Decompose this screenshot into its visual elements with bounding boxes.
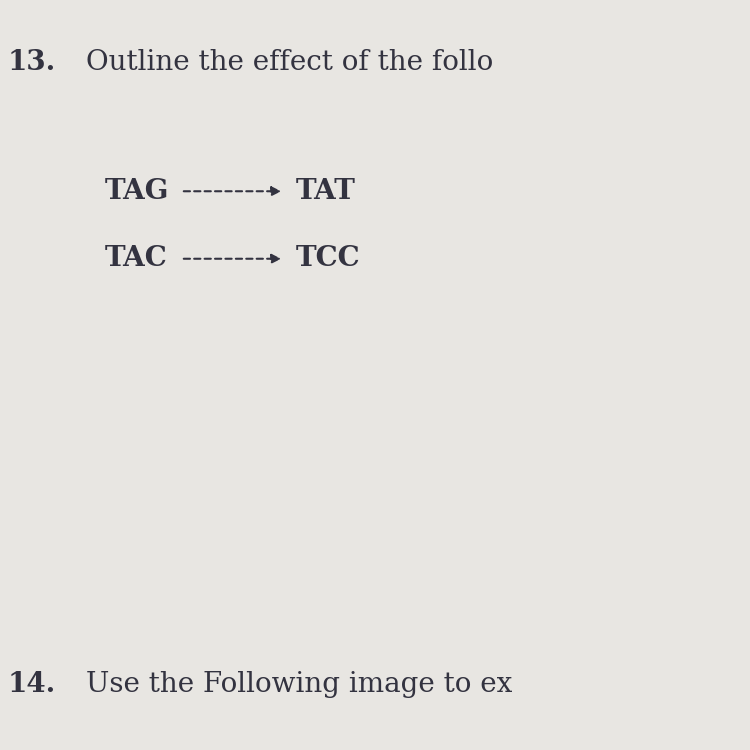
Text: TCC: TCC bbox=[296, 245, 361, 272]
Text: Use the Following image to ex: Use the Following image to ex bbox=[86, 671, 513, 698]
Text: TAC: TAC bbox=[105, 245, 168, 272]
Text: 14.: 14. bbox=[8, 671, 56, 698]
Text: TAG: TAG bbox=[105, 178, 170, 205]
Text: 13.: 13. bbox=[8, 49, 56, 76]
Text: Outline the effect of the follo: Outline the effect of the follo bbox=[86, 49, 494, 76]
Text: TAT: TAT bbox=[296, 178, 356, 205]
